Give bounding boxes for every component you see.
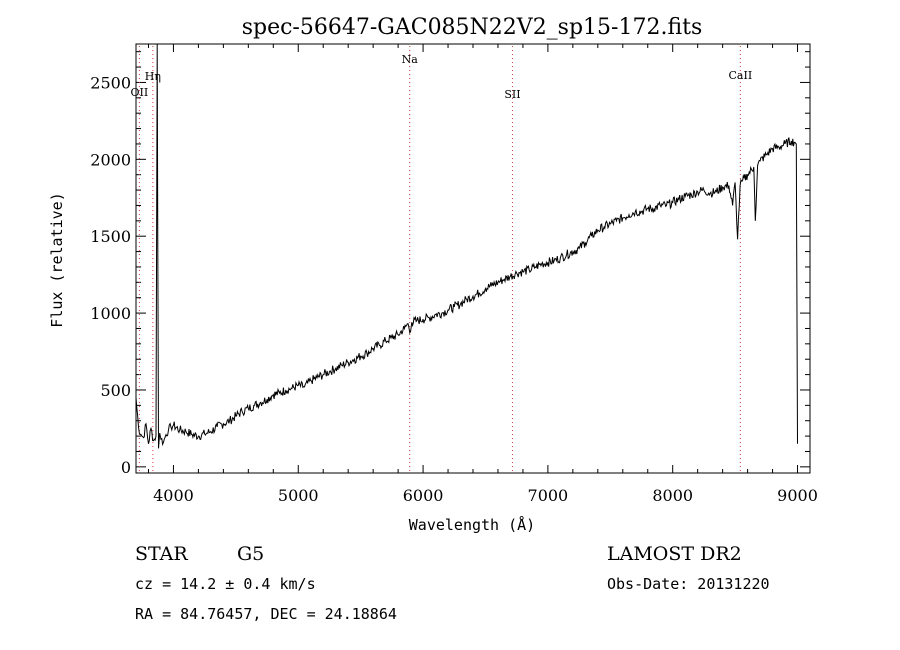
spectral-line-label: CaII bbox=[729, 69, 753, 82]
x-tick-label: 6000 bbox=[403, 486, 444, 505]
plot-frame bbox=[135, 43, 811, 474]
y-axis-label: Flux (relative) bbox=[48, 192, 66, 327]
x-tick-label: 9000 bbox=[777, 486, 818, 505]
y-tick-label: 0 bbox=[121, 458, 131, 477]
obs-date: Obs-Date: 20131220 bbox=[607, 575, 770, 593]
y-tick-label: 2000 bbox=[90, 150, 131, 169]
y-tick-label: 1000 bbox=[90, 304, 131, 323]
spectral-line-label: Hη bbox=[145, 70, 161, 83]
x-axis-label: Wavelength (Å) bbox=[409, 515, 535, 534]
y-tick-label: 2500 bbox=[90, 73, 131, 92]
y-ticks: 0 500 1000 1500 2000 2500 bbox=[90, 51, 810, 477]
coordinates: RA = 84.76457, DEC = 24.18864 bbox=[135, 605, 397, 623]
x-ticks: 4000 5000 6000 7000 8000 9000 bbox=[147, 44, 818, 505]
chart-title: spec-56647-GAC085N22V2_sp15-172.fits bbox=[242, 15, 703, 40]
redshift: cz = 14.2 ± 0.4 km/s bbox=[135, 575, 316, 593]
line-markers: OII Hη Na SII CaII bbox=[131, 46, 753, 473]
spectral-line-label: SII bbox=[504, 88, 520, 101]
survey-name: LAMOST DR2 bbox=[607, 543, 742, 565]
spectral-line-label: Na bbox=[402, 53, 419, 66]
subclass: G5 bbox=[237, 543, 264, 565]
y-tick-label: 500 bbox=[100, 381, 131, 400]
spectrum-line bbox=[135, 43, 798, 449]
x-tick-label: 4000 bbox=[153, 486, 194, 505]
y-tick-label: 1500 bbox=[90, 227, 131, 246]
x-tick-label: 5000 bbox=[278, 486, 319, 505]
x-tick-label: 7000 bbox=[528, 486, 569, 505]
object-type: STAR bbox=[135, 543, 188, 565]
x-tick-label: 8000 bbox=[652, 486, 693, 505]
spectral-line-label: OII bbox=[131, 86, 149, 99]
